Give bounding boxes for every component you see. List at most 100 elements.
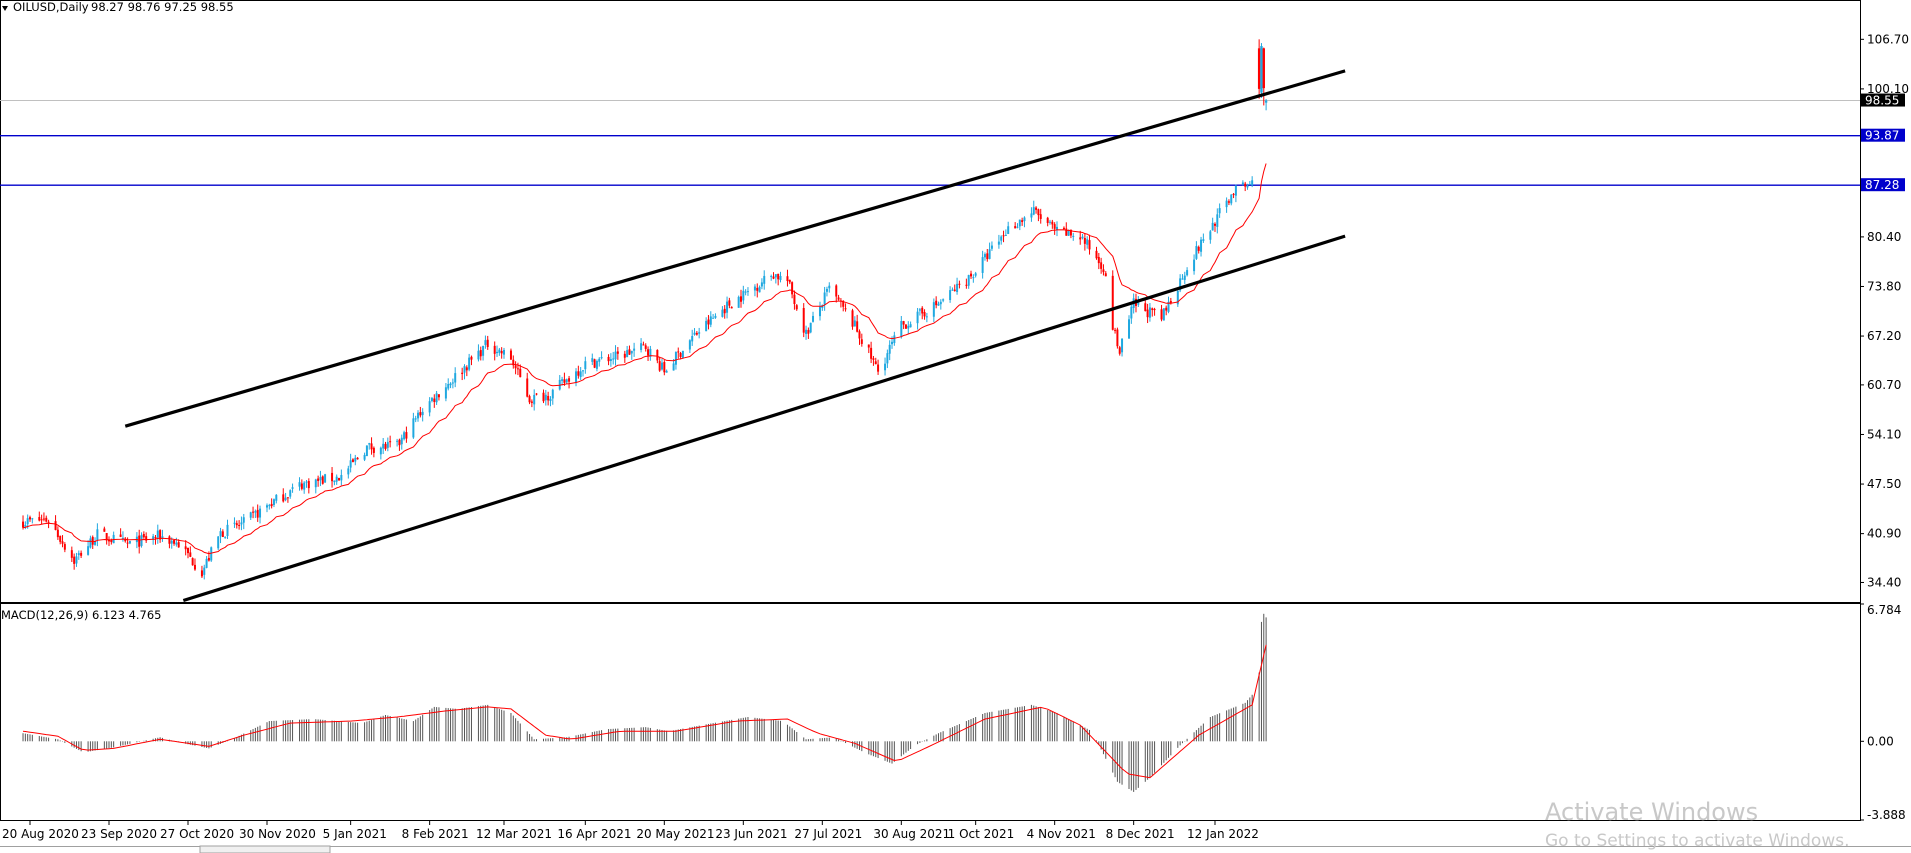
- candle-body: [535, 393, 538, 395]
- macd-signal-line: [22, 644, 1267, 779]
- macd-chart-frame: [0, 603, 1861, 821]
- candle-body: [370, 443, 373, 450]
- candle-body: [38, 517, 41, 521]
- candle-body: [877, 364, 880, 372]
- candle-body: [207, 557, 210, 561]
- candle-body: [1195, 246, 1198, 259]
- candle-body: [884, 363, 887, 371]
- time-tick-label: 4 Nov 2021: [1027, 827, 1096, 841]
- candle-body: [170, 540, 173, 544]
- chart-tab[interactable]: [199, 845, 331, 853]
- candle-body: [874, 361, 877, 365]
- candle-body: [904, 324, 907, 329]
- price-tick-label: 60.70: [1867, 378, 1901, 392]
- candle-body: [351, 459, 354, 462]
- candle-body: [672, 363, 675, 371]
- candle-body: [575, 371, 578, 383]
- candle-body: [119, 534, 122, 537]
- candle-body: [935, 300, 938, 306]
- candle-body: [240, 522, 243, 525]
- candle-body: [958, 283, 961, 285]
- candle-body: [970, 273, 973, 277]
- candle-body: [712, 317, 715, 319]
- candle-body: [714, 315, 717, 318]
- candle-body: [486, 339, 489, 347]
- candle-body: [1186, 270, 1189, 276]
- candle-body: [419, 412, 422, 416]
- candle-body: [233, 522, 236, 524]
- candle-body: [451, 382, 454, 384]
- candle-body: [349, 460, 352, 468]
- candle-body: [465, 367, 468, 371]
- candle-body: [1111, 275, 1114, 330]
- candle-body: [444, 387, 447, 399]
- candle-body: [1176, 291, 1179, 305]
- candle-body: [333, 480, 336, 483]
- candle-body: [1146, 309, 1149, 318]
- candle-body: [1102, 269, 1105, 273]
- candle-body: [477, 350, 480, 360]
- candle-body: [779, 275, 782, 281]
- candle-body: [368, 443, 371, 445]
- candle-body: [642, 344, 645, 346]
- candle-body: [1016, 226, 1019, 228]
- candle-body: [665, 370, 668, 373]
- candle-body: [623, 353, 626, 358]
- current-price-tag: 98.55: [1865, 94, 1899, 108]
- candle-body: [988, 249, 991, 259]
- candle-body: [640, 343, 643, 350]
- time-tick-label: 8 Feb 2021: [402, 827, 469, 841]
- candle-body: [856, 321, 859, 332]
- candle-body: [412, 418, 415, 438]
- time-tick-label: 8 Dec 2021: [1106, 827, 1175, 841]
- candle-body: [812, 315, 815, 322]
- candle-body: [916, 311, 919, 324]
- candle-body: [1218, 208, 1221, 214]
- candle-body: [937, 303, 940, 306]
- candle-body: [953, 289, 956, 291]
- candle-body: [140, 535, 143, 546]
- candle-body: [26, 518, 29, 525]
- candle-body: [184, 546, 187, 550]
- level-price-tag: 93.87: [1865, 129, 1899, 143]
- candle-body: [1067, 229, 1070, 236]
- candle-body: [795, 305, 798, 310]
- candle-body: [707, 319, 710, 325]
- candle-body: [224, 536, 227, 538]
- candle-body: [853, 320, 856, 327]
- candle-body: [967, 275, 970, 286]
- candle-body: [772, 276, 775, 279]
- macd-histogram: [22, 613, 1267, 792]
- candle-body: [268, 505, 271, 507]
- collapse-triangle-icon[interactable]: [2, 6, 8, 11]
- candle-body: [242, 517, 245, 523]
- candle-body: [319, 477, 322, 481]
- candle-body: [1216, 214, 1219, 227]
- candle-body: [500, 350, 503, 354]
- candle-body: [860, 339, 863, 344]
- channel-trendline: [124, 69, 1346, 428]
- candle-body: [660, 362, 663, 370]
- candle-body: [1053, 224, 1056, 229]
- candle-body: [809, 322, 812, 333]
- candle-body: [1114, 329, 1117, 331]
- time-tick-label: 23 Jun 2021: [715, 827, 787, 841]
- candle-body: [997, 241, 1000, 245]
- candle-body: [437, 394, 440, 398]
- candle-body: [1039, 214, 1042, 219]
- candle-body: [235, 523, 238, 526]
- level-price-tag-bg: [1861, 178, 1905, 192]
- candle-body: [175, 542, 178, 545]
- candle-body: [124, 538, 127, 542]
- candle-body: [923, 312, 926, 317]
- candle-body: [951, 289, 954, 291]
- candle-body: [1241, 182, 1244, 185]
- candle-body: [210, 547, 213, 561]
- candle-body: [802, 308, 805, 333]
- candle-body: [189, 552, 192, 557]
- candle-body: [24, 524, 27, 527]
- time-tick-label: 12 Jan 2022: [1187, 827, 1259, 841]
- candle-body: [159, 530, 162, 540]
- candle-body: [479, 350, 482, 357]
